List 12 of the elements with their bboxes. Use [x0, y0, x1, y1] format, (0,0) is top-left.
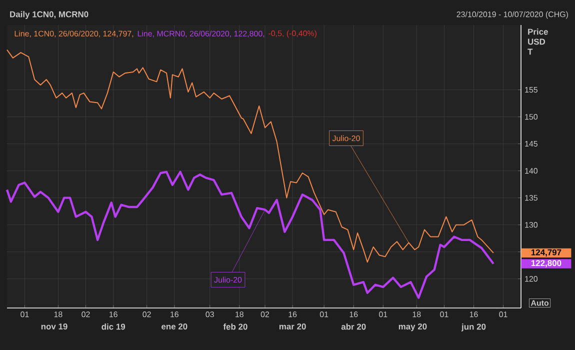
text: may 20 [398, 323, 427, 332]
text: ene 20 [162, 323, 188, 330]
text: abr 20 [341, 323, 366, 330]
text: mar 20 [279, 323, 306, 330]
chart-title: Daily 1CN0, MCRN0 [10, 11, 88, 19]
text: feb 20 [223, 323, 248, 330]
text: nov 19 [41, 323, 68, 330]
text: 124,797 [531, 249, 562, 257]
text: jun 20 [461, 323, 486, 332]
text: 122,800 [531, 260, 562, 268]
text: dic 19 [102, 323, 126, 330]
y-axis-title: Price USD T [528, 28, 548, 55]
